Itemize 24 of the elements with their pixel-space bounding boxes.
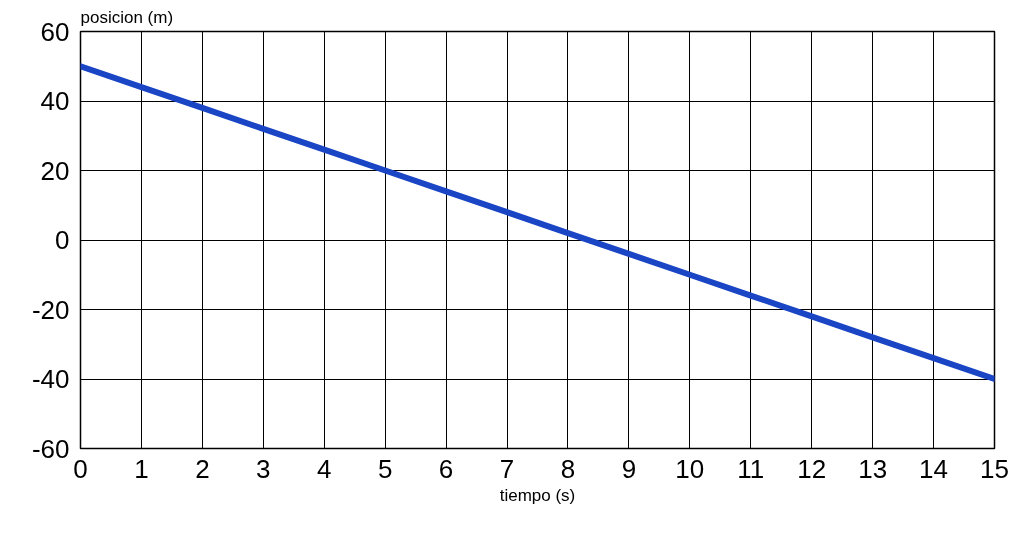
x-tick-label: 2 [195,453,210,484]
x-tick-label: 10 [675,453,705,484]
x-tick-label: 3 [256,453,271,484]
x-tick-label: 14 [919,453,949,484]
y-tick-label: 40 [40,86,70,116]
x-tick-label: 4 [317,453,332,484]
y-tick-label: 60 [40,16,70,47]
x-tick-label: 11 [737,453,765,484]
y-tick-label: 0 [55,225,70,255]
y-tick-label: -40 [31,364,70,394]
x-tick-label: 12 [797,453,827,484]
y-tick-label: -60 [31,433,70,464]
x-tick-label: 1 [134,453,149,484]
x-axis-title: tiempo (s) [499,485,576,505]
x-tick-label: 8 [560,453,576,484]
x-tick-label: 6 [438,453,454,484]
y-tick-label: -20 [31,294,70,325]
x-tick-label: 9 [621,453,637,484]
x-tick-label: 5 [377,453,393,484]
x-tick-label: 13 [858,453,888,484]
x-tick-label: 15 [980,453,1009,484]
y-axis-title: posicion (m) [80,7,174,27]
x-tick-label: 7 [499,453,515,484]
y-tick-label: 20 [40,155,70,186]
